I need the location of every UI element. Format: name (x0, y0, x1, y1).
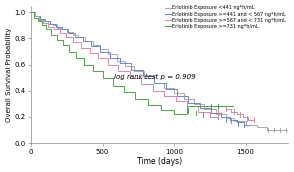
Y-axis label: Overall Survival Probability: Overall Survival Probability (6, 27, 11, 122)
Legend: Erlotinib Exposure <441 ng*h/mL, Erlotinib Exposure >=441 and < 567 ng*h/mL, Erl: Erlotinib Exposure <441 ng*h/mL, Erlotin… (165, 6, 286, 29)
Text: log rank test p = 0.909: log rank test p = 0.909 (114, 74, 196, 80)
X-axis label: Time (days): Time (days) (137, 157, 182, 166)
